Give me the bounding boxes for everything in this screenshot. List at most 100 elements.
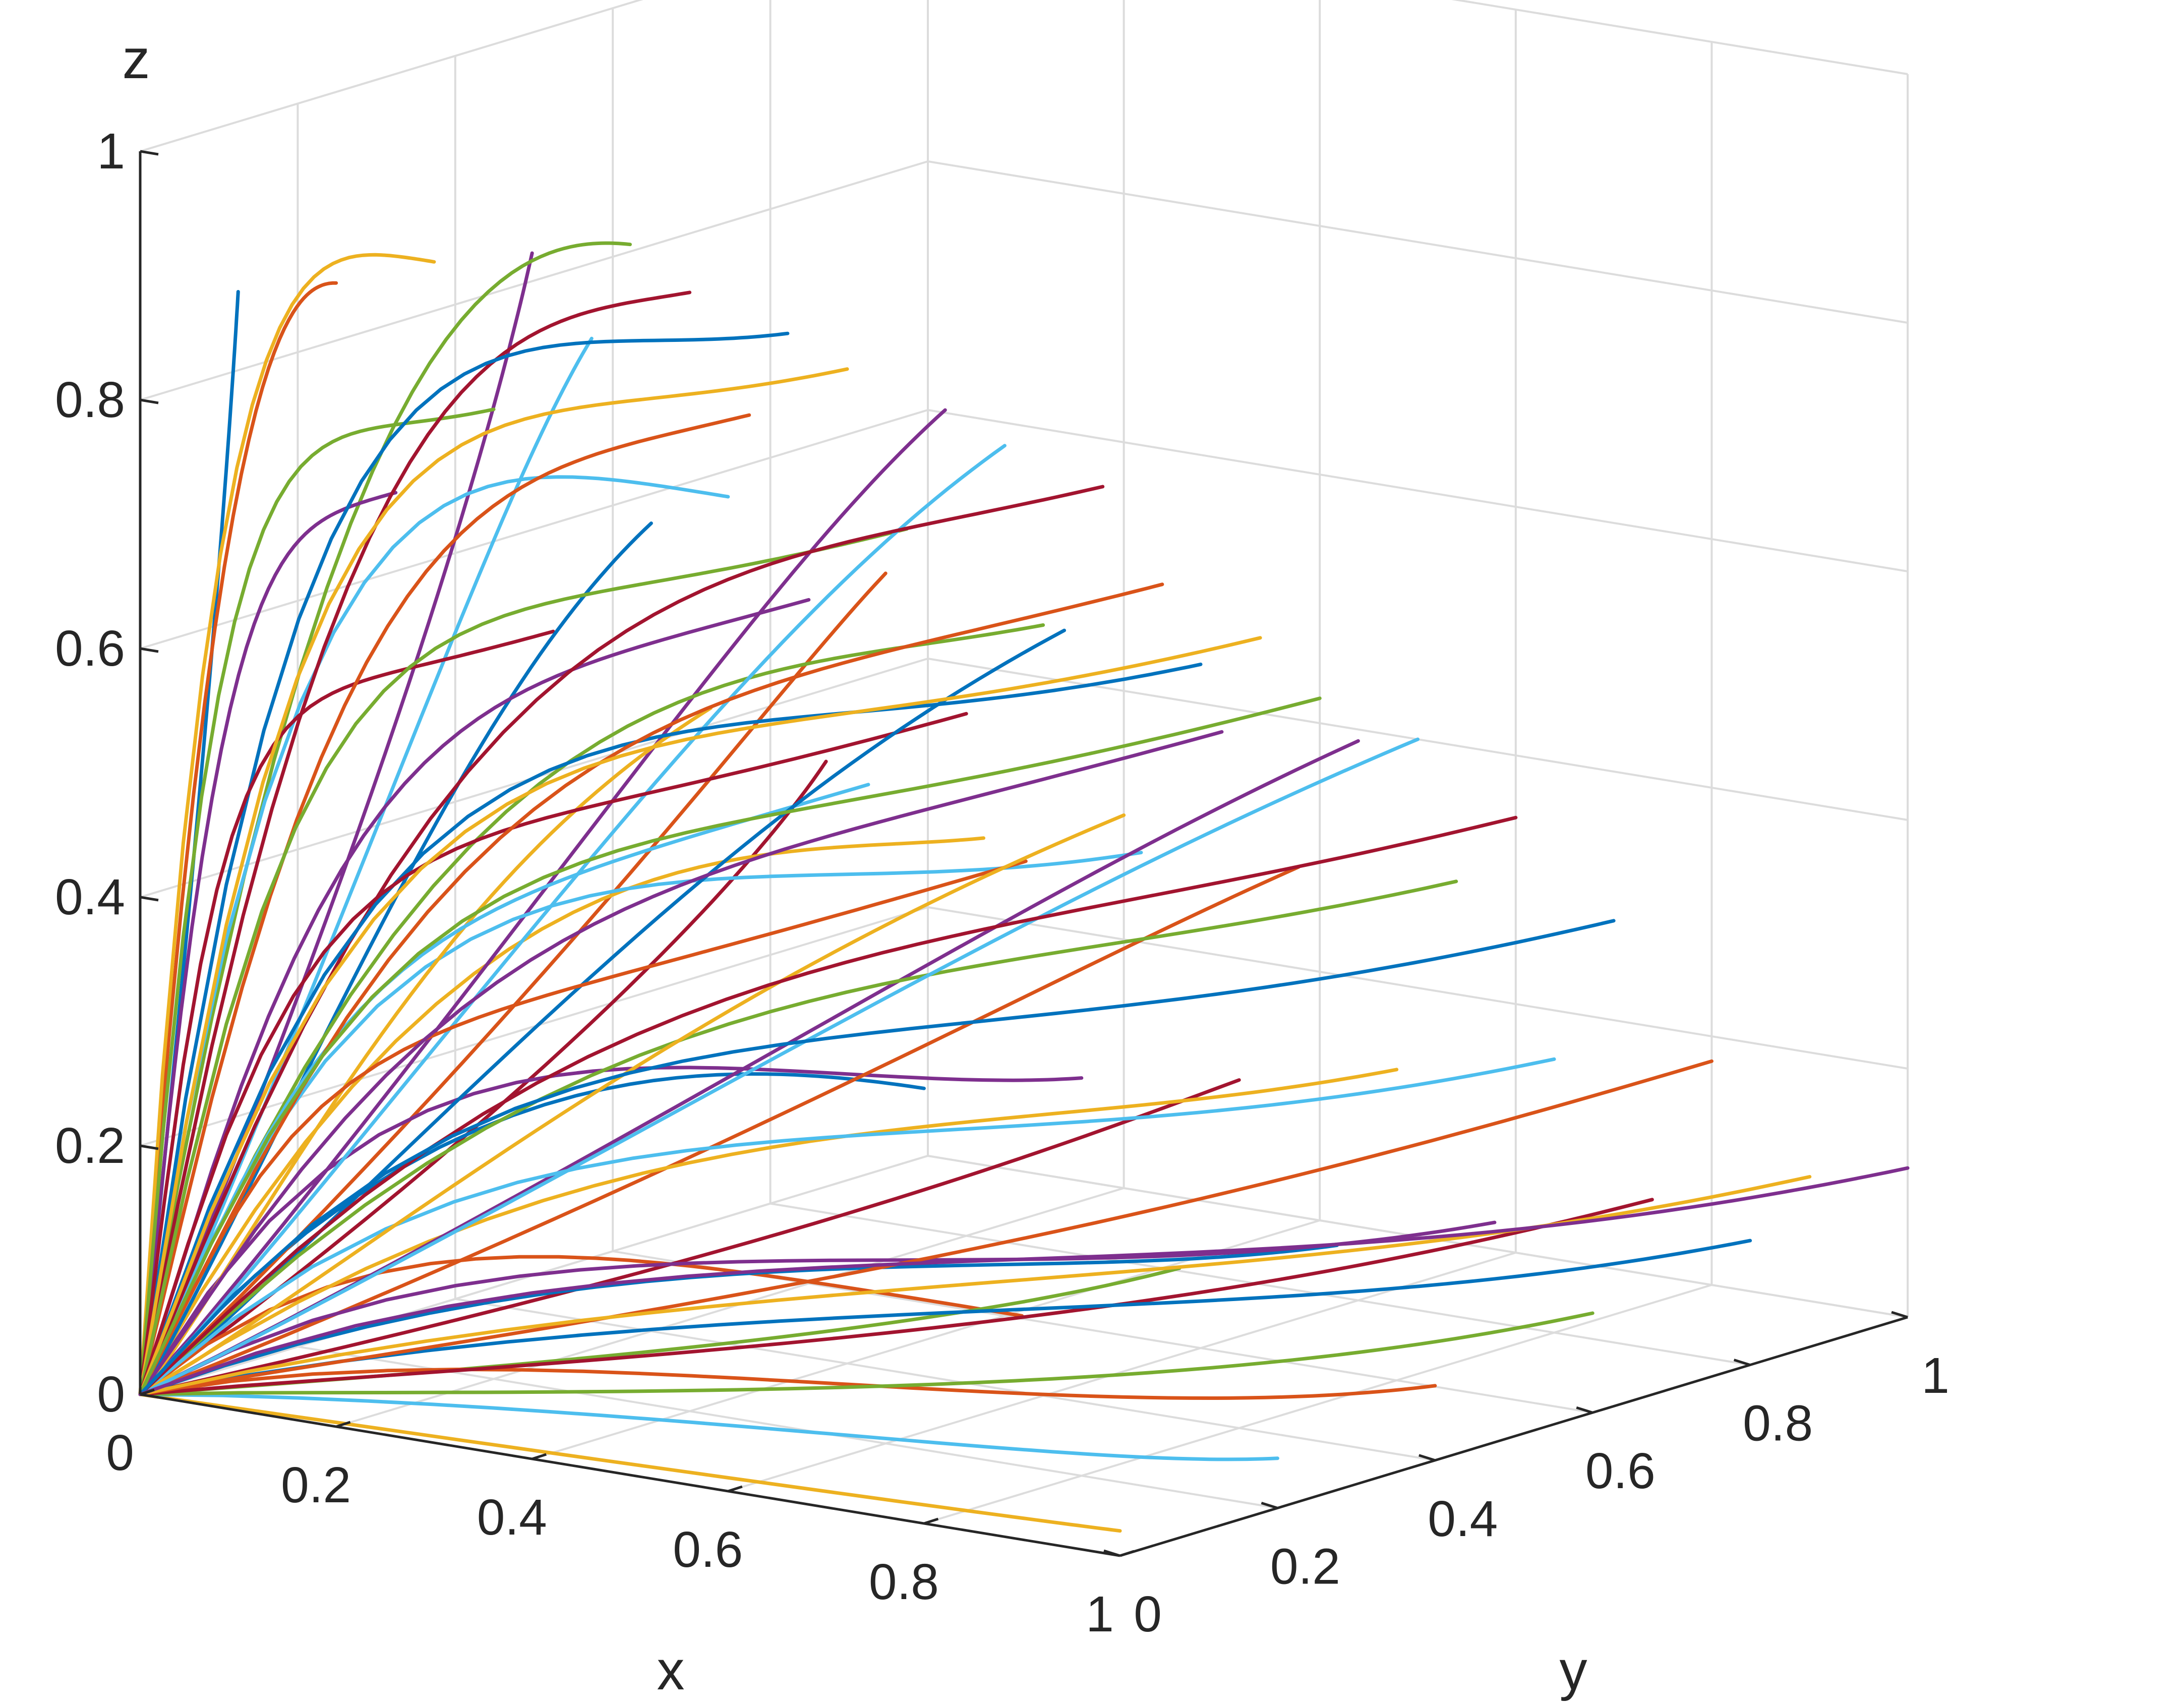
axis-label-layer: x y z [123,28,1587,1701]
trajectory-line-20 [138,629,555,1396]
trajectory-line-58 [138,1175,1812,1396]
trajectory-line-13 [138,290,692,1396]
grid-line-floor-x-2 [532,1219,1320,1460]
trajectory-line-17 [138,1066,1084,1396]
z-tick-label-2: 0.4 [55,869,125,925]
trajectory-line-41 [138,712,968,1396]
grid-line-floor-y-1 [298,1345,1278,1509]
grid-line-floor-x-4 [923,1284,1712,1524]
trajectory-line-28 [138,1243,1339,1396]
trajectory-line-56 [138,919,1616,1396]
trajectory-line-45 [138,739,1360,1396]
trajectory-line-29 [138,1367,1437,1400]
x-tick-2 [532,1453,547,1460]
grid-line-y1-z-4 [927,160,1908,324]
x-tick-5 [1119,1550,1135,1557]
y-axis-line [1119,1316,1908,1557]
grid-line-y1-z-1 [927,906,1908,1070]
z-tick-4 [140,398,159,404]
x-tick-label-1: 0.2 [281,1457,351,1513]
y-axis-label: y [1560,1639,1587,1701]
trajectory-line-5 [138,475,730,1396]
trajectory-line-52 [138,730,1224,1396]
y-tick-2 [1419,1454,1436,1462]
grid-line-x0-z-3 [140,409,928,650]
x-tick-label-5: 1 [1086,1586,1114,1642]
z-tick-0 [140,1393,159,1399]
grid-line-y1-z-5 [1451,0,1908,75]
grid-line-y1-z-3 [927,409,1908,572]
axis-layer [139,150,1908,1557]
grid-line-floor-x-1 [336,1187,1125,1428]
trajectory-line-42 [138,628,1066,1396]
trajectory-line-19 [138,1392,1279,1461]
x-tick-label-3: 0.6 [673,1521,743,1578]
z-tick-label-4: 0.8 [55,372,125,428]
trajectory-line-54 [138,737,1420,1396]
trajectory-line-38 [138,1220,1497,1396]
x-tick-4 [923,1517,939,1525]
trajectory-line-43 [138,582,1164,1396]
trajectory-line-57 [138,1059,1714,1396]
trajectory-line-55 [138,815,1518,1396]
trajectory-line-50 [138,859,1028,1396]
trajectory-line-46 [138,879,1458,1396]
trajectory-line-22 [138,413,751,1396]
curve-layer [138,241,1910,1533]
trajectory-line-1 [138,281,338,1396]
x-tick-0 [140,1388,155,1396]
z-tick-2 [140,896,159,902]
y-tick-label-5: 1 [1921,1347,1950,1404]
trajectory-line-30 [138,706,713,1396]
grid-line-floor-y-5 [927,1155,1908,1318]
trajectory-line-35 [138,662,1203,1396]
trajectory-line-25 [138,623,1045,1396]
trajectory-line-24 [138,408,947,1396]
trajectory-line-23 [138,367,849,1396]
z-tick-label-5: 1 [97,123,125,180]
trajectory-line-4 [138,241,632,1396]
trajectory-line-49 [138,1239,1752,1396]
trajectory-line-34 [138,485,1105,1396]
grid-line-floor-x-3 [728,1252,1516,1492]
z-axis-label: z [123,28,150,90]
y-tick-label-3: 0.6 [1585,1443,1656,1499]
z-tick-label-0: 0 [97,1366,125,1423]
trajectory-line-2 [138,253,436,1396]
x-tick-1 [335,1421,351,1428]
y-tick-4 [1733,1359,1751,1366]
trajectory-line-10 [138,491,398,1396]
trajectory-line-39 [138,1311,1595,1396]
trajectory-line-27 [138,1078,1241,1396]
z-tick-5 [140,150,159,156]
trajectory-line-26 [138,851,1143,1396]
trajectory-line-14 [138,331,790,1396]
z-tick-3 [140,647,159,653]
y-tick-label-0: 0 [1134,1586,1162,1642]
x-axis-label: x [657,1639,685,1701]
x-tick-label-0: 0 [106,1425,134,1481]
trajectory-line-6 [138,759,828,1396]
trajectory-line-16 [138,836,985,1396]
z-tick-label-1: 0.2 [55,1118,125,1174]
grid-layer [139,0,1909,1557]
trajectory-line-7 [138,1072,926,1396]
y-tick-label-4: 0.8 [1743,1395,1813,1452]
trajectory-line-37 [138,1068,1399,1396]
grid-line-x0-z-5 [140,0,643,152]
trajectory-line-44 [138,636,1262,1396]
z-tick-label-3: 0.6 [55,620,125,677]
trajectory-line-33 [138,444,1007,1396]
y-tick-1 [1261,1502,1278,1509]
trajectory-line-47 [138,1057,1556,1396]
y-tick-label-1: 0.2 [1270,1538,1340,1595]
y-tick-3 [1576,1406,1593,1414]
x-tick-label-4: 0.8 [869,1554,939,1610]
trajectory-line-59 [138,1166,1910,1396]
grid-line-x0-z-4 [140,160,928,401]
grid-line-floor-y-2 [455,1298,1436,1461]
x-tick-3 [728,1485,743,1493]
y-tick-5 [1891,1311,1908,1319]
